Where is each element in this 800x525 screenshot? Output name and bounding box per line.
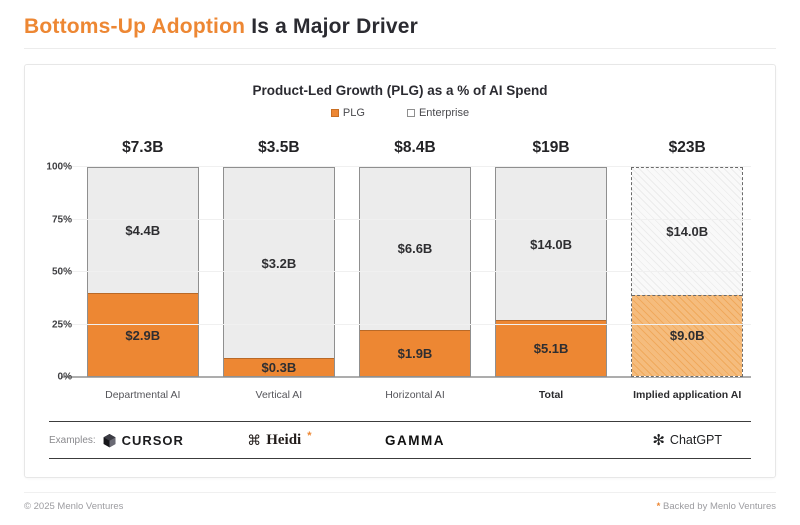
- y-axis-tick-label: 0%: [57, 371, 72, 383]
- page-header: Bottoms-Up Adoption Is a Major Driver: [0, 0, 800, 48]
- stacked-bar: $3.2B $0.3B: [223, 167, 335, 377]
- legend-enterprise-label: Enterprise: [418, 107, 470, 119]
- plg-segment: $2.9B: [88, 293, 198, 376]
- enterprise-value-label: $14.0B: [666, 223, 709, 239]
- examples-label: Examples:: [49, 434, 96, 446]
- examples-columns: CURSOR ⌘ Heidi * GAMMA ✻ ChatGPT: [79, 422, 751, 458]
- page-title-rest: Is a Major Driver: [251, 15, 418, 38]
- example-slot: [495, 422, 607, 458]
- heidi-wordmark: Heidi: [266, 431, 302, 448]
- legend-item-enterprise: Enterprise: [406, 107, 470, 119]
- example-slot: GAMMA: [359, 422, 471, 458]
- bar-column: $23B $14.0B $9.0B Implied application AI: [631, 139, 743, 401]
- stacked-bar: $14.0B $9.0B: [631, 167, 743, 377]
- gamma-wordmark: GAMMA: [384, 432, 445, 448]
- bar-total-label: $7.3B: [122, 139, 164, 156]
- plg-segment: $0.3B: [224, 358, 334, 376]
- chatgpt-wordmark: ChatGPT: [669, 433, 723, 447]
- examples-row: Examples: CURSOR ⌘ Heidi * GAMMA ✻ ChatGPT: [49, 421, 751, 459]
- enterprise-value-label: $4.4B: [125, 223, 161, 239]
- bar-total-label: $19B: [532, 139, 570, 156]
- bar-column: $19B $14.0B $5.1B Total: [495, 139, 607, 401]
- example-slot: ⌘ Heidi *: [223, 422, 335, 458]
- gridline: [63, 323, 751, 325]
- bars-container: $7.3B $4.4B $2.9B Departmental AI $3.5B $3.2B…: [79, 139, 751, 401]
- chart-title: Product-Led Growth (PLG) as a % of AI Sp…: [252, 83, 548, 98]
- legend-plg-label: PLG: [342, 107, 365, 119]
- bar-category-label: Departmental AI: [105, 389, 181, 401]
- cursor-cube-icon: [103, 433, 116, 447]
- bar-column: $7.3B $4.4B $2.9B Departmental AI: [87, 139, 199, 401]
- page-title: Bottoms-Up Adoption Is a Major Driver: [24, 15, 776, 39]
- y-axis-tick-label: 50%: [51, 266, 72, 278]
- plg-swatch-icon: [330, 109, 339, 117]
- chart-legend: PLG Enterprise: [49, 107, 751, 119]
- enterprise-segment: $6.6B: [360, 168, 470, 330]
- bar-category-label: Horizontal AI: [385, 389, 445, 401]
- y-axis-tick-label: 75%: [51, 214, 72, 225]
- stacked-bar: $14.0B $5.1B: [495, 167, 607, 377]
- example-slot: ✻ ChatGPT: [631, 422, 743, 458]
- plg-value-label: $5.1B: [533, 341, 569, 357]
- bar-category-label: Vertical AI: [255, 389, 303, 401]
- page-footer: © 2025 Menlo Ventures * Backed by Menlo …: [24, 501, 776, 512]
- enterprise-segment: $14.0B: [496, 168, 606, 321]
- footnote-text: Backed by Menlo Ventures: [662, 501, 776, 512]
- plg-value-label: $9.0B: [669, 328, 705, 344]
- plg-segment: $5.1B: [496, 320, 606, 376]
- bar-column: $8.4B $6.6B $1.9B Horizontal AI: [359, 139, 471, 401]
- bar-category-label: Total: [538, 389, 564, 401]
- gridline: [63, 166, 751, 167]
- bar-total-label: $3.5B: [258, 139, 300, 156]
- stacked-bar: $6.6B $1.9B: [359, 167, 471, 377]
- enterprise-segment: $14.0B: [632, 168, 742, 295]
- cursor-wordmark: CURSOR: [121, 432, 184, 448]
- footnote-asterisk: *: [656, 501, 661, 512]
- openai-icon: ✻: [652, 431, 665, 449]
- copyright-text: © 2025 Menlo Ventures: [24, 501, 124, 512]
- bar-category-label: Implied application AI: [633, 389, 742, 401]
- enterprise-segment: $3.2B: [224, 168, 334, 359]
- plg-value-label: $1.9B: [397, 345, 433, 361]
- gridline: [63, 271, 751, 272]
- plg-value-label: $2.9B: [125, 327, 161, 343]
- y-axis-tick-label: 100%: [46, 161, 72, 173]
- x-axis-baseline: [61, 376, 751, 378]
- footer-divider: [24, 492, 776, 493]
- gridline: [63, 218, 751, 220]
- stacked-bar: $4.4B $2.9B: [87, 167, 199, 377]
- enterprise-value-label: $3.2B: [261, 255, 297, 271]
- enterprise-value-label: $14.0B: [530, 236, 573, 252]
- chart-card: Product-Led Growth (PLG) as a % of AI Sp…: [24, 64, 776, 478]
- bar-total-label: $23B: [668, 139, 706, 156]
- backed-by-note: * Backed by Menlo Ventures: [657, 501, 776, 512]
- enterprise-segment: $4.4B: [88, 168, 198, 294]
- enterprise-value-label: $6.6B: [397, 241, 433, 257]
- header-divider: [24, 48, 776, 49]
- bar-total-label: $8.4B: [394, 139, 436, 156]
- plg-segment: $1.9B: [360, 329, 470, 376]
- enterprise-swatch-icon: [406, 109, 415, 117]
- y-axis-tick-label: 25%: [51, 319, 72, 330]
- plg-segment: $9.0B: [632, 294, 742, 376]
- plot-area: $7.3B $4.4B $2.9B Departmental AI $3.5B $3.2B…: [46, 139, 751, 401]
- legend-item-plg: PLG: [330, 107, 365, 119]
- plg-value-label: $0.3B: [261, 360, 297, 376]
- heidi-knot-icon: ⌘: [247, 432, 262, 448]
- bar-column: $3.5B $3.2B $0.3B Vertical AI: [223, 139, 335, 401]
- heidi-backed-asterisk: *: [307, 430, 312, 442]
- example-slot: CURSOR: [87, 422, 199, 458]
- page-title-accent: Bottoms-Up Adoption: [24, 15, 246, 38]
